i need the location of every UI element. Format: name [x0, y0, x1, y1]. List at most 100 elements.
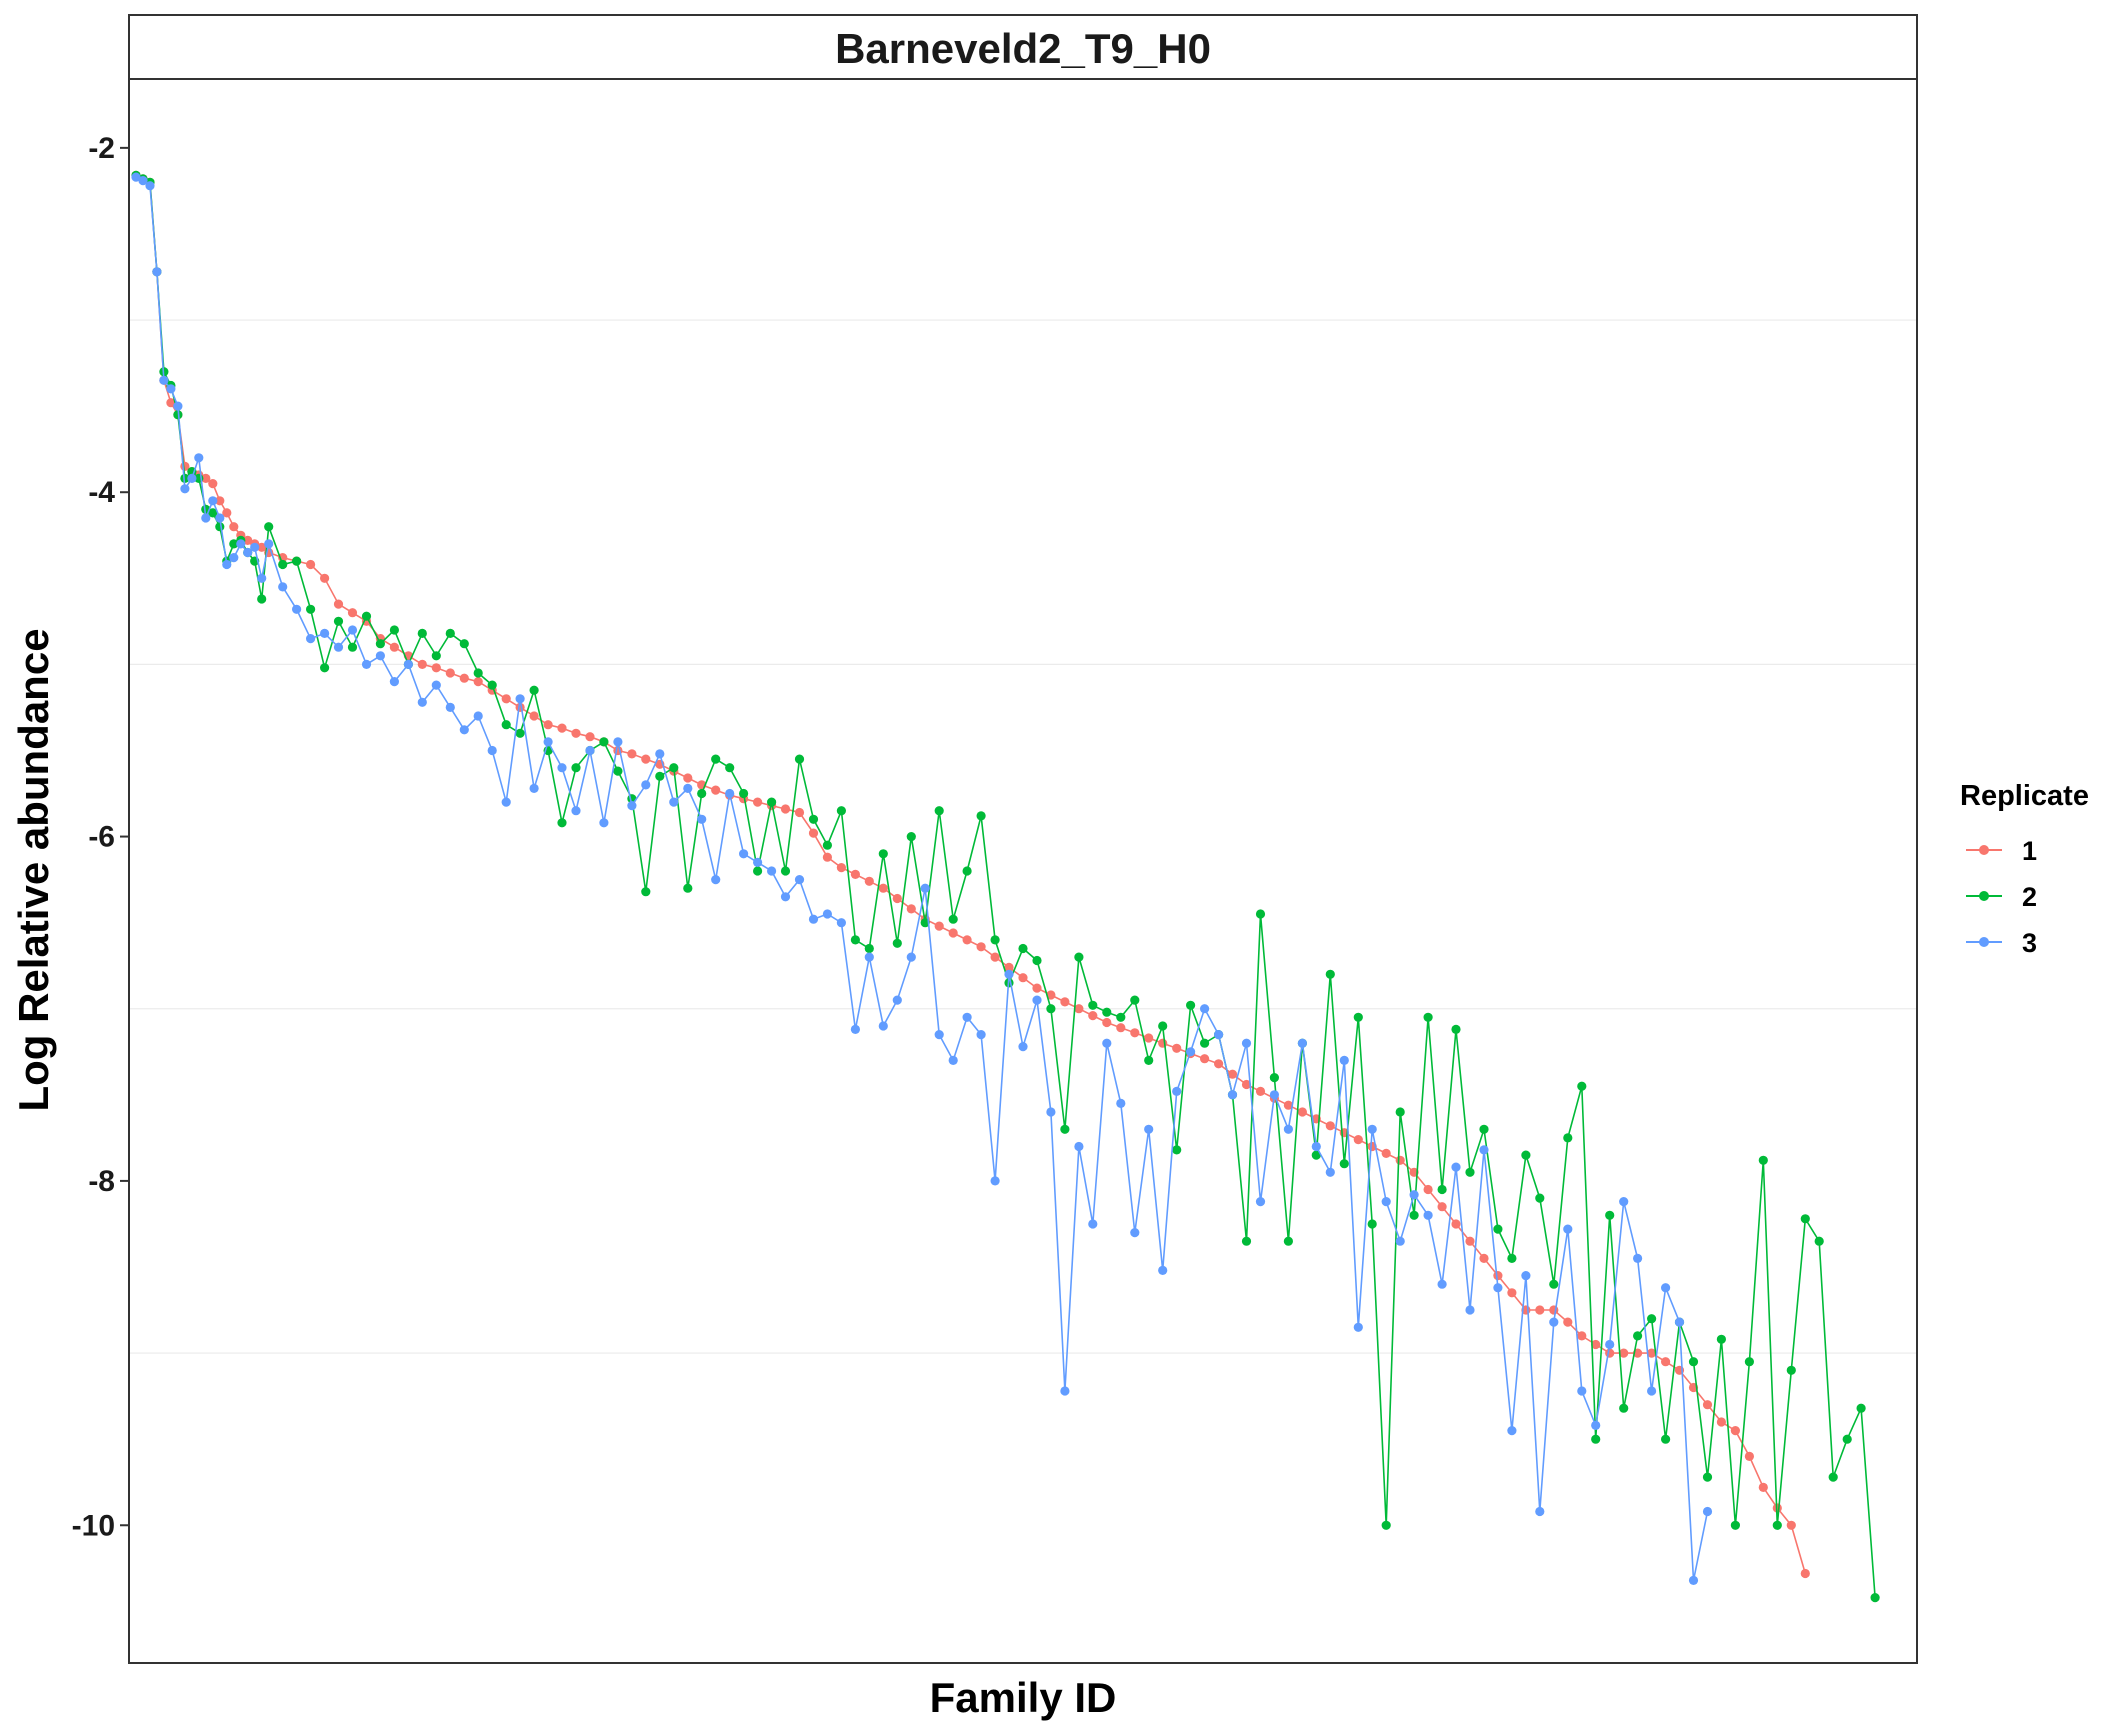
data-point	[1200, 1054, 1210, 1064]
data-point	[711, 754, 721, 764]
data-point	[1856, 1403, 1866, 1413]
data-point	[1423, 1012, 1433, 1022]
legend: Replicate 1 2 3	[1960, 780, 2089, 958]
data-point	[1870, 1593, 1880, 1603]
data-point	[1563, 1133, 1573, 1143]
data-point	[1786, 1365, 1796, 1375]
series-1	[131, 170, 1810, 1579]
legend-key-point	[1979, 937, 1989, 947]
data-point	[1381, 1520, 1391, 1530]
data-point	[257, 573, 267, 583]
data-point	[1032, 995, 1042, 1005]
data-point	[1018, 1042, 1028, 1052]
data-point	[229, 522, 239, 532]
data-point	[836, 806, 847, 816]
data-point	[739, 788, 749, 799]
data-point	[417, 628, 427, 639]
data-point	[767, 866, 777, 876]
data-point	[1144, 1055, 1154, 1065]
data-point	[1158, 1021, 1168, 1031]
data-point	[515, 694, 525, 704]
data-point	[1283, 1236, 1293, 1246]
grid-lines	[129, 319, 1917, 1354]
data-point	[145, 181, 155, 191]
data-point	[229, 553, 239, 563]
data-point	[1702, 1400, 1713, 1410]
data-point	[1577, 1081, 1587, 1091]
data-point	[1507, 1288, 1517, 1298]
data-point	[1353, 1135, 1363, 1145]
data-point	[529, 711, 539, 721]
data-point	[306, 559, 316, 570]
legend-title: Replicate	[1960, 780, 2089, 812]
data-point	[1702, 1506, 1713, 1517]
data-point	[1647, 1314, 1657, 1324]
data-point	[1507, 1426, 1517, 1436]
y-tick-label: -2	[88, 132, 115, 165]
data-point	[1269, 1073, 1279, 1083]
data-point	[878, 883, 888, 893]
data-point	[697, 814, 707, 824]
strip-background	[128, 14, 1918, 80]
data-point	[711, 875, 721, 885]
data-point	[1060, 1124, 1070, 1134]
legend-label: 3	[2022, 928, 2037, 958]
data-point	[445, 628, 455, 639]
data-point	[1605, 1348, 1615, 1358]
data-point	[794, 807, 805, 818]
data-point	[669, 763, 679, 773]
data-point	[934, 1030, 944, 1040]
data-point	[1591, 1420, 1601, 1430]
data-point	[990, 952, 1000, 962]
data-point	[906, 904, 916, 914]
data-point	[1311, 1141, 1321, 1152]
data-point	[320, 663, 330, 673]
data-point	[1563, 1224, 1573, 1234]
data-point	[138, 176, 148, 186]
data-point	[1255, 1086, 1266, 1096]
data-point	[850, 869, 861, 880]
data-point	[320, 628, 330, 639]
data-point	[361, 659, 372, 670]
data-point	[599, 818, 609, 828]
data-point	[962, 935, 972, 945]
data-point	[725, 788, 735, 799]
data-point	[1800, 1214, 1810, 1224]
data-point	[501, 797, 511, 807]
data-point	[1130, 1028, 1140, 1038]
data-point	[1800, 1568, 1810, 1579]
data-point	[1130, 1228, 1140, 1238]
data-point	[278, 582, 288, 592]
data-point	[215, 522, 225, 532]
data-point	[1325, 1167, 1335, 1177]
data-point	[990, 935, 1000, 945]
data-point	[920, 883, 930, 893]
data-point	[864, 952, 874, 962]
data-point	[1381, 1197, 1391, 1207]
data-point	[1088, 1011, 1098, 1021]
series-line-3	[135, 176, 1709, 1581]
data-point	[543, 720, 553, 730]
data-point	[808, 814, 819, 824]
data-point	[257, 594, 267, 604]
data-point	[222, 559, 232, 570]
data-series	[131, 170, 1880, 1603]
data-point	[1004, 969, 1014, 979]
data-point	[1367, 1219, 1377, 1229]
data-point	[976, 1030, 986, 1040]
data-point	[473, 677, 483, 687]
data-point	[529, 783, 539, 794]
data-point	[822, 840, 833, 850]
data-point	[683, 773, 693, 783]
data-point	[1004, 962, 1014, 973]
data-point	[459, 639, 469, 649]
data-point	[892, 938, 902, 948]
data-point	[1493, 1283, 1503, 1293]
data-point	[347, 642, 358, 652]
data-point	[1283, 1100, 1293, 1110]
data-point	[515, 728, 525, 738]
data-point	[1591, 1434, 1601, 1444]
data-point	[599, 737, 609, 747]
legend-key-point	[1979, 845, 1989, 855]
data-point	[243, 535, 253, 546]
